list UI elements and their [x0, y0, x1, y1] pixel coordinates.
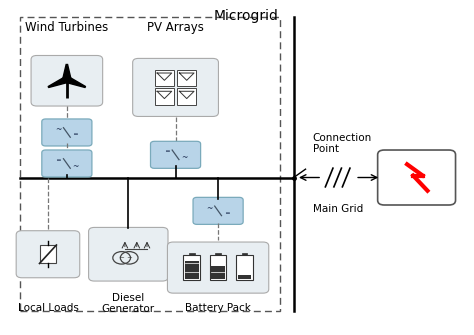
- Text: ~: ~: [118, 255, 125, 261]
- Bar: [210, 255, 227, 280]
- Bar: [177, 88, 197, 105]
- Bar: [236, 255, 253, 280]
- Text: Battery Pack: Battery Pack: [185, 303, 251, 313]
- Text: PV Arrays: PV Arrays: [147, 21, 204, 34]
- Text: Local Loads: Local Loads: [18, 303, 78, 313]
- FancyBboxPatch shape: [167, 242, 269, 293]
- Text: ═: ═: [73, 133, 77, 138]
- Polygon shape: [65, 77, 86, 87]
- FancyBboxPatch shape: [89, 227, 168, 281]
- Bar: [237, 275, 251, 279]
- Text: ═: ═: [225, 211, 228, 216]
- FancyBboxPatch shape: [42, 150, 92, 177]
- Bar: [215, 253, 221, 255]
- FancyBboxPatch shape: [193, 197, 243, 224]
- Bar: [211, 266, 225, 279]
- Bar: [155, 70, 174, 86]
- Bar: [183, 255, 200, 280]
- Text: Wind Turbines: Wind Turbines: [25, 21, 109, 34]
- Text: ~: ~: [126, 255, 132, 261]
- Text: ═: ═: [56, 158, 60, 163]
- Text: ~: ~: [181, 153, 187, 162]
- Bar: [242, 253, 247, 255]
- Text: ~: ~: [55, 125, 62, 134]
- Text: Main Grid: Main Grid: [313, 204, 363, 214]
- FancyBboxPatch shape: [16, 231, 80, 278]
- FancyBboxPatch shape: [151, 141, 201, 168]
- Bar: [39, 245, 56, 263]
- Text: ~: ~: [72, 161, 79, 171]
- Bar: [185, 261, 199, 279]
- FancyBboxPatch shape: [378, 150, 456, 205]
- Text: Diesel
Generator: Diesel Generator: [102, 293, 155, 314]
- FancyBboxPatch shape: [31, 56, 103, 106]
- Text: Connection
Point: Connection Point: [313, 133, 372, 154]
- Bar: [177, 70, 197, 86]
- FancyBboxPatch shape: [42, 119, 92, 146]
- Text: ~: ~: [206, 204, 213, 213]
- FancyBboxPatch shape: [133, 58, 219, 117]
- Polygon shape: [63, 65, 71, 79]
- Text: ═: ═: [165, 150, 169, 155]
- Polygon shape: [48, 77, 69, 87]
- Text: Microgrid: Microgrid: [214, 9, 279, 23]
- Bar: [189, 253, 195, 255]
- Bar: [155, 88, 174, 105]
